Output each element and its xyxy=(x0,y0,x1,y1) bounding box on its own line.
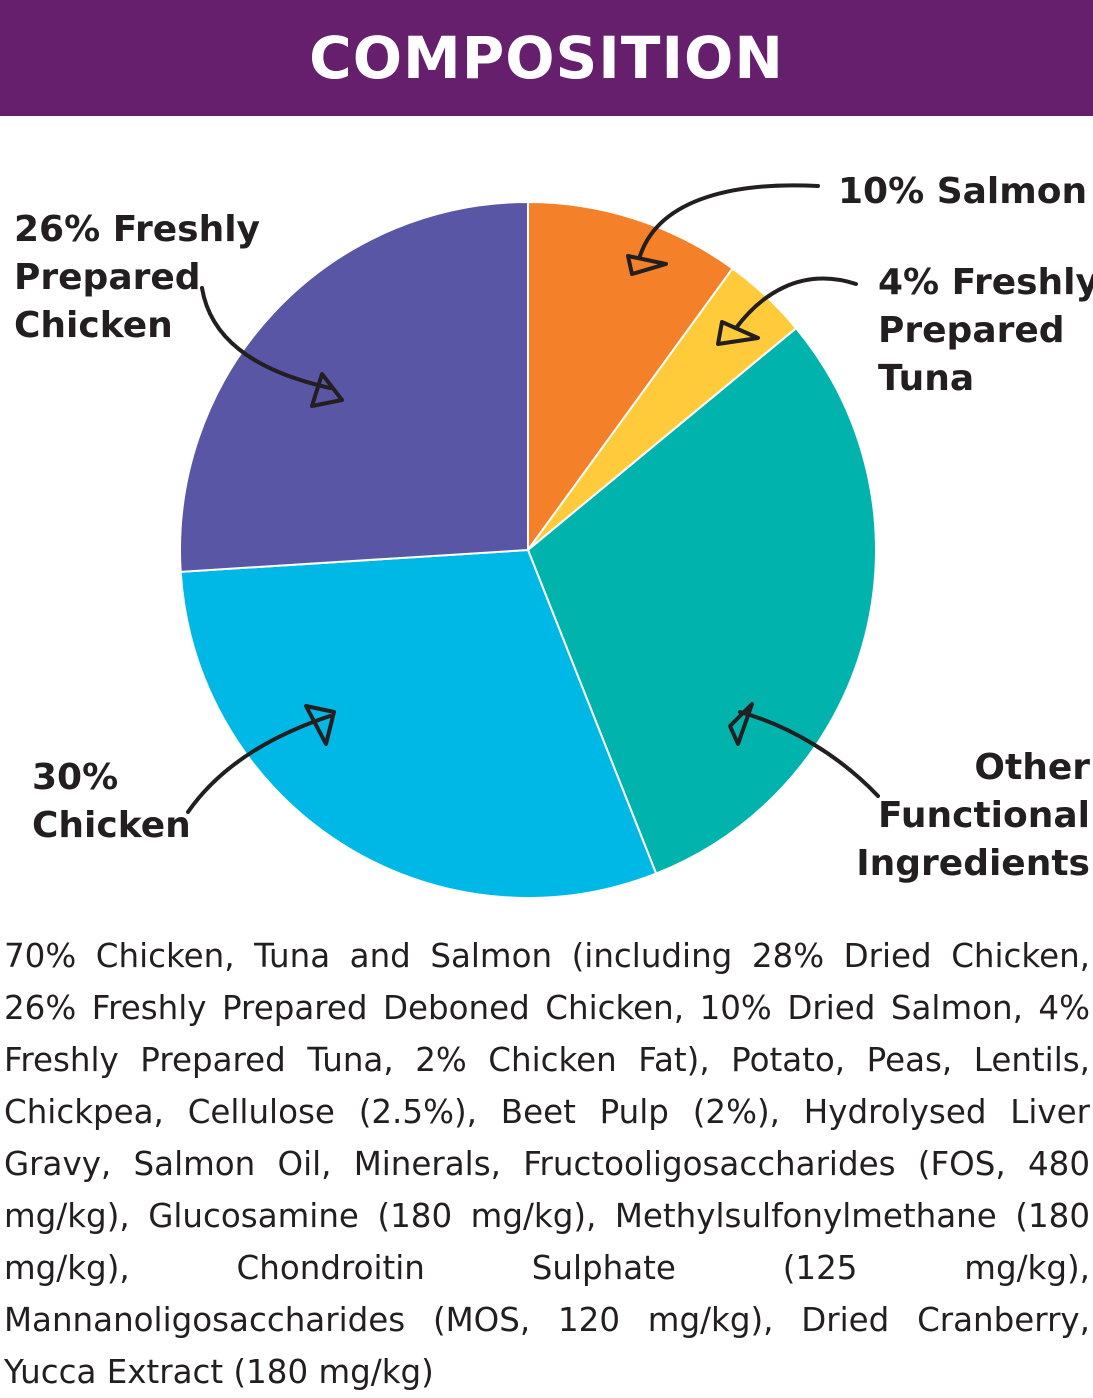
label-chicken: 30% Chicken xyxy=(32,757,191,846)
page-title: COMPOSITION xyxy=(309,24,784,92)
tuna-arrowhead xyxy=(716,320,760,346)
label-salmon: 10% Salmon xyxy=(838,171,1088,212)
pie-slice-3 xyxy=(179,548,658,899)
salmon-arrow xyxy=(638,183,820,258)
other-arrow xyxy=(738,710,880,798)
annotation-arrows xyxy=(186,183,880,814)
tuna-arrow xyxy=(734,276,858,330)
fresh-chicken-arrowhead xyxy=(310,372,344,408)
ingredients-description: 70% Chicken, Tuna and Salmon (including … xyxy=(4,937,1090,1391)
pie-slice-0 xyxy=(527,200,734,554)
pie-slice-4 xyxy=(179,200,529,573)
pie-slice-2 xyxy=(526,326,877,875)
label-tuna: 4% Freshly Prepared Tuna xyxy=(878,262,1093,399)
label-fresh-chicken: 26% Freshly Prepared Chicken xyxy=(14,209,261,346)
composition-pie-chart xyxy=(179,183,880,899)
salmon-arrowhead xyxy=(626,254,668,276)
header-banner: COMPOSITION xyxy=(0,0,1093,116)
chicken-arrowhead xyxy=(304,704,336,746)
label-other: Other Functional Ingredients xyxy=(856,747,1090,884)
pie-slices xyxy=(179,200,877,899)
chicken-arrow xyxy=(186,714,332,814)
other-arrowhead xyxy=(728,702,754,746)
fresh-chicken-arrow xyxy=(200,286,332,390)
